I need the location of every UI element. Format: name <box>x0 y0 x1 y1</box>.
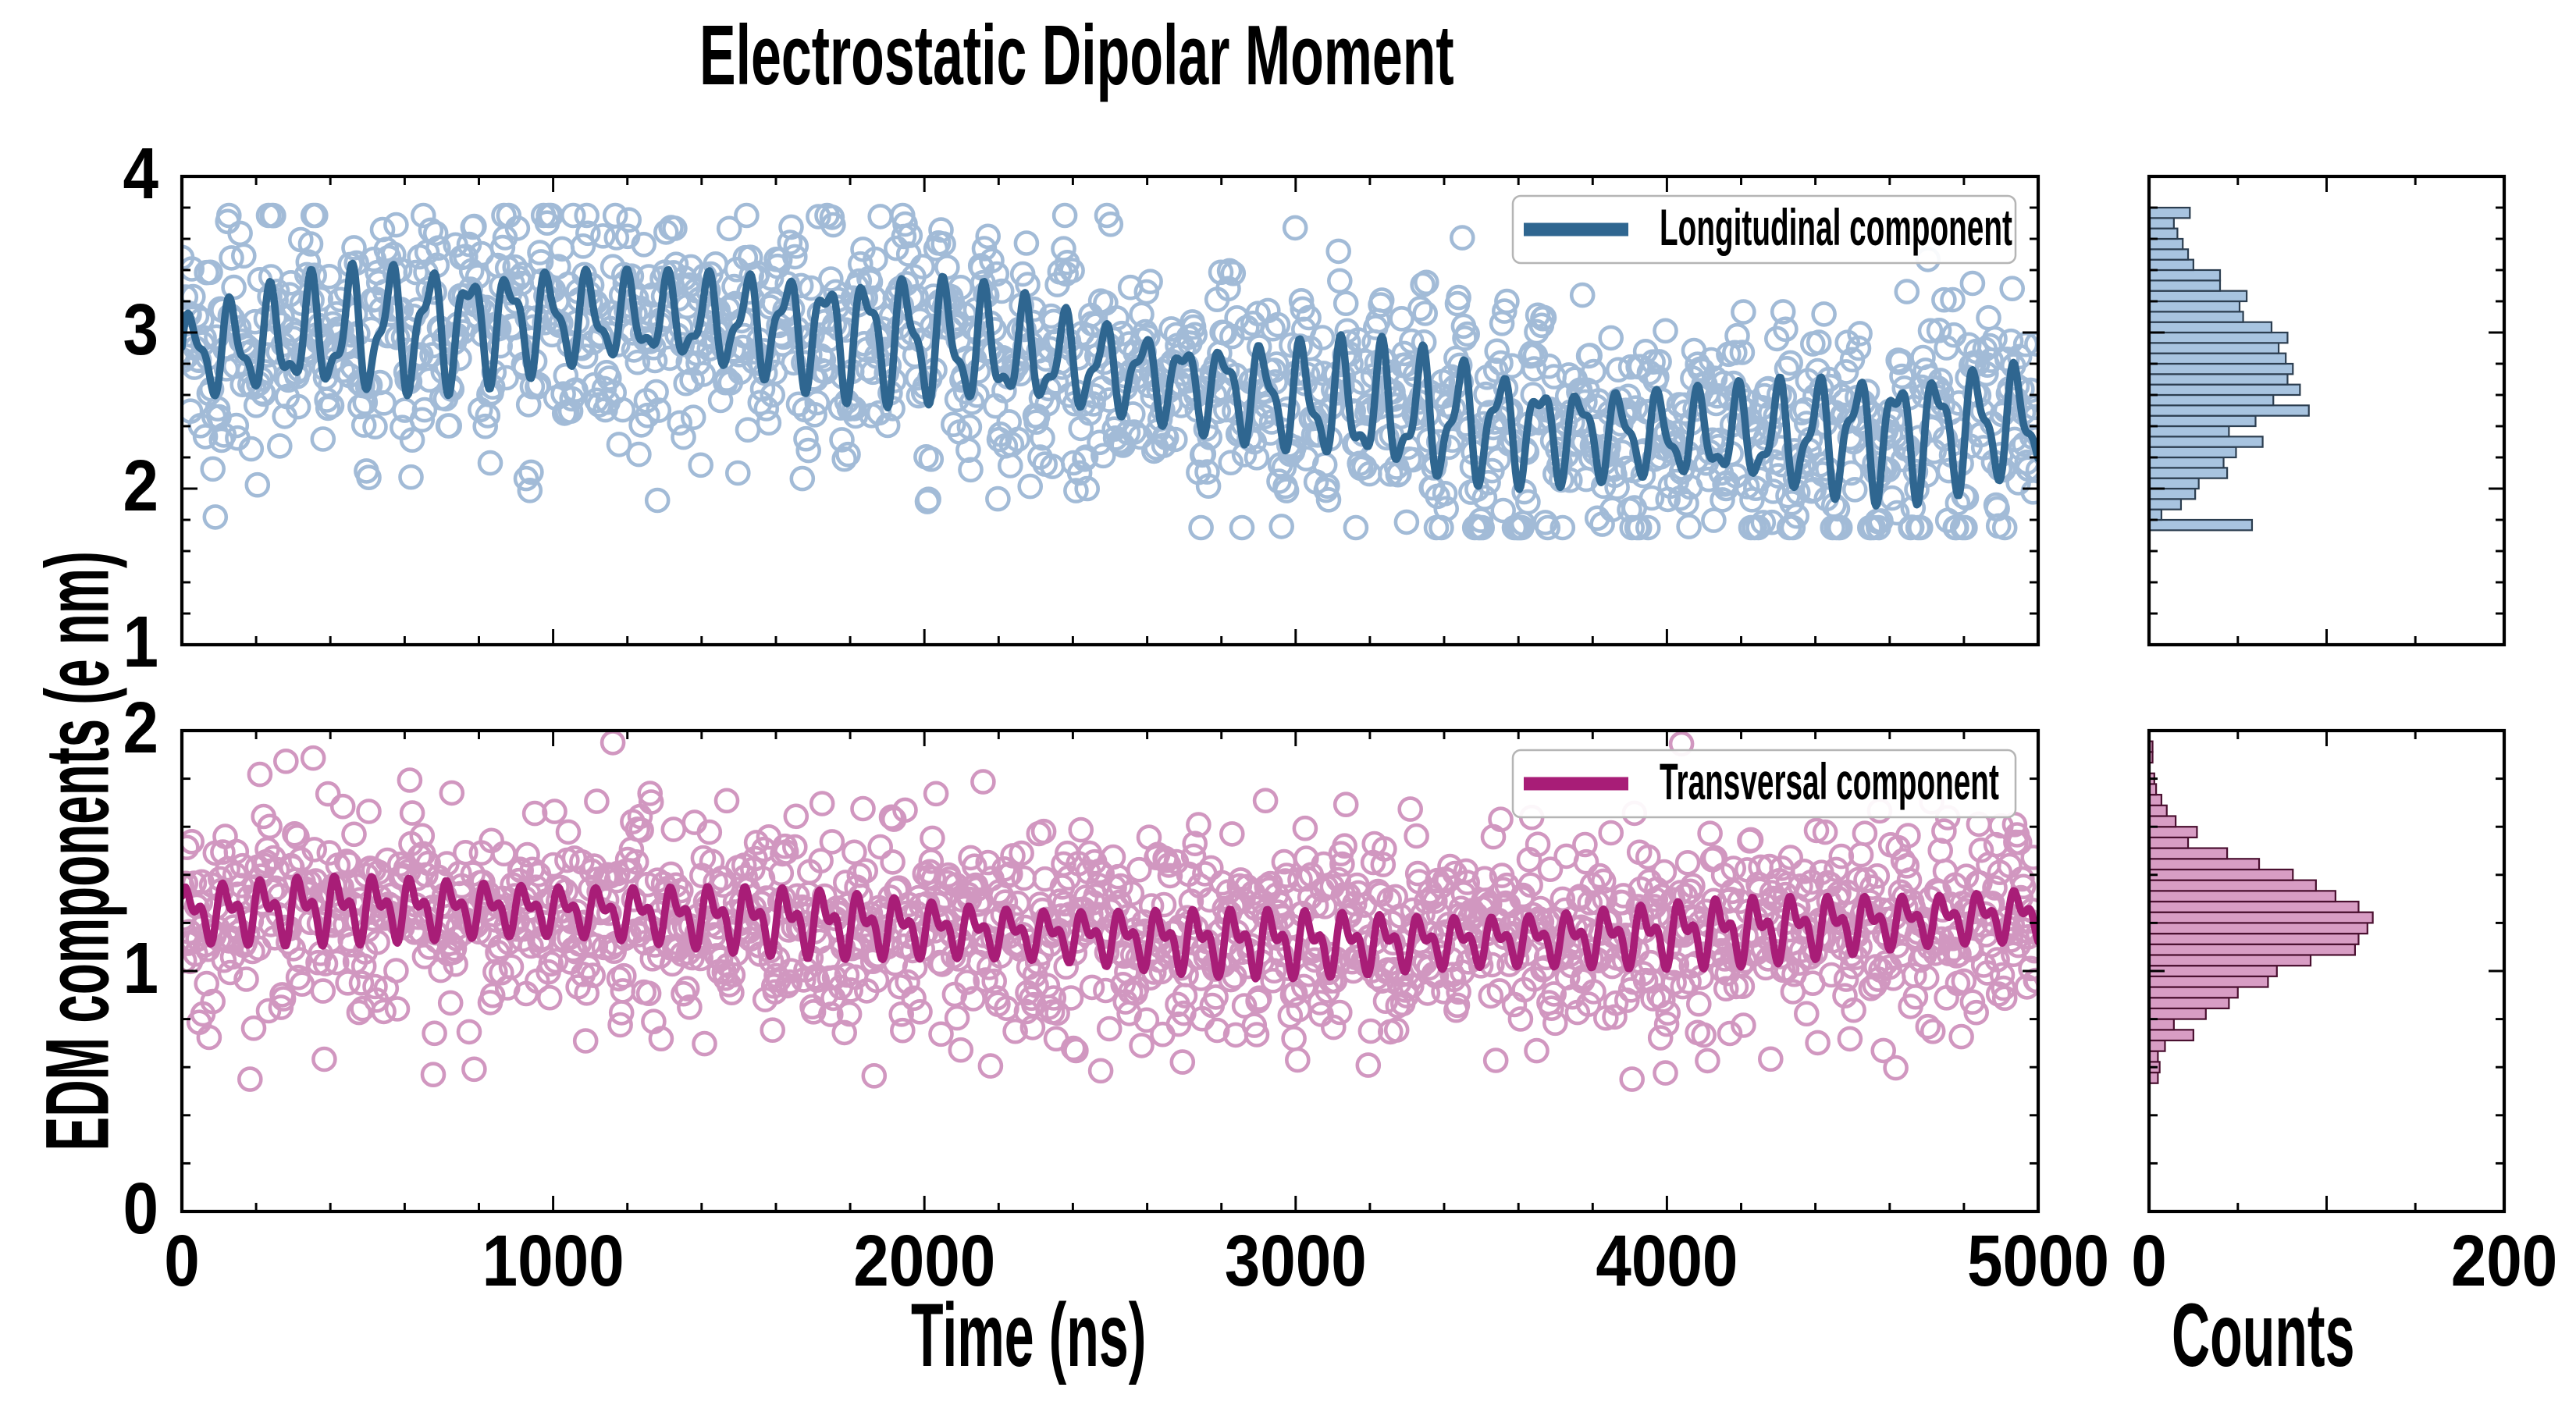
svg-text:Transversal component: Transversal component <box>1660 753 1999 810</box>
svg-text:3: 3 <box>123 289 158 370</box>
svg-text:1: 1 <box>123 927 158 1008</box>
svg-text:0: 0 <box>123 1168 158 1249</box>
svg-text:1: 1 <box>123 601 158 682</box>
svg-text:Longitudinal component: Longitudinal component <box>1660 199 2012 256</box>
svg-text:4: 4 <box>123 133 158 214</box>
svg-text:2: 2 <box>123 445 158 526</box>
svg-text:2: 2 <box>123 687 158 768</box>
